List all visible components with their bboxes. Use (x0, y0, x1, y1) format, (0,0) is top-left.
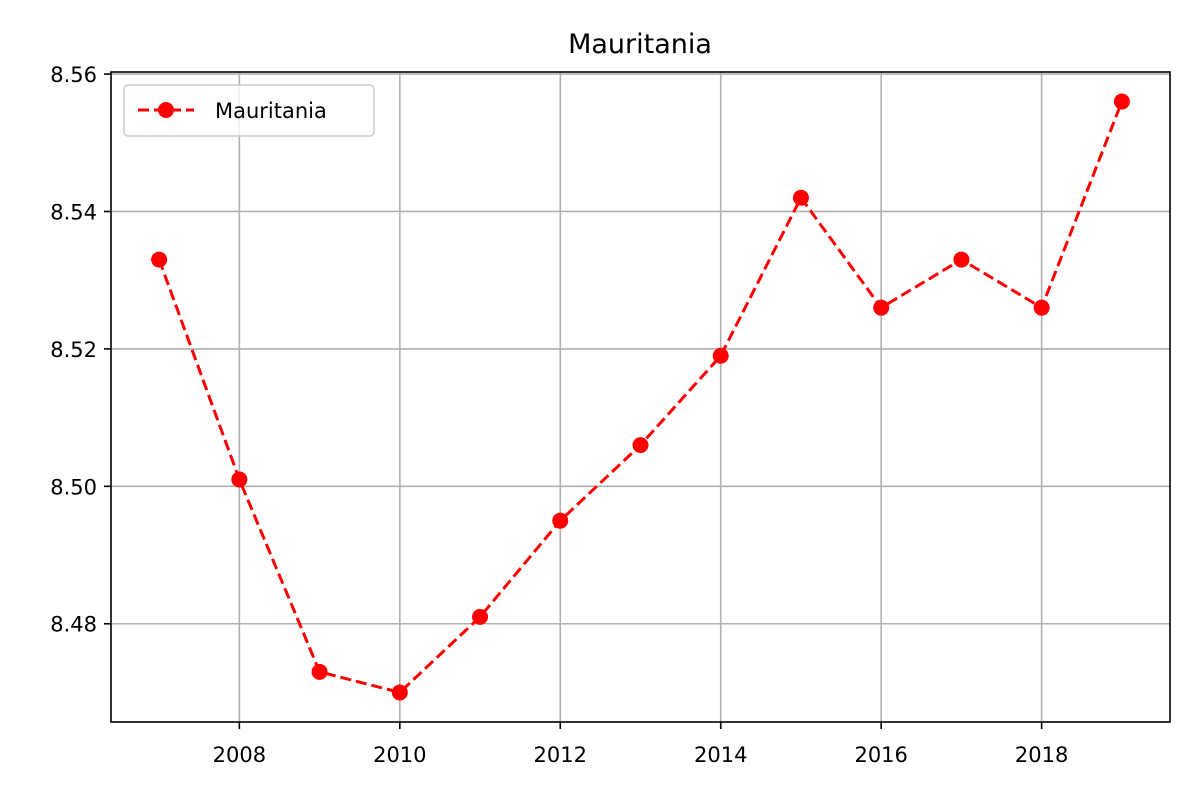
data-point (552, 512, 569, 529)
data-point (231, 471, 248, 488)
y-tick-label: 8.56 (50, 63, 97, 87)
legend-frame (123, 84, 375, 137)
y-tick-label: 8.50 (50, 475, 97, 499)
y-tick-label: 8.54 (50, 200, 97, 224)
data-point (873, 299, 890, 316)
x-tick-label: 2008 (213, 743, 266, 767)
data-point (632, 437, 649, 454)
chart-title: Mauritania (568, 29, 712, 60)
data-point (792, 189, 809, 206)
legend-label: Mauritania (215, 99, 327, 123)
data-point (712, 347, 729, 364)
legend: Mauritania (123, 84, 375, 137)
y-tick-label: 8.52 (50, 338, 97, 362)
data-point (151, 251, 168, 268)
x-tick-label: 2010 (373, 743, 426, 767)
legend-marker-sample (158, 102, 174, 118)
x-tick-label: 2014 (694, 743, 747, 767)
data-point (311, 663, 328, 680)
data-point (391, 684, 408, 701)
y-axis-ticks: 8.48 8.50 8.52 8.54 8.56 (50, 63, 111, 637)
data-point (472, 608, 489, 625)
x-tick-label: 2018 (1015, 743, 1068, 767)
y-tick-label: 8.48 (50, 613, 97, 637)
series-layer (151, 93, 1130, 701)
grid (111, 72, 1170, 722)
data-point (1033, 299, 1050, 316)
x-tick-label: 2016 (854, 743, 907, 767)
data-point (1113, 93, 1130, 110)
data-point (953, 251, 970, 268)
plot-frame (110, 71, 1171, 723)
series-line (157, 101, 1124, 695)
x-axis-ticks: 2008 2010 2012 2014 2016 2018 (213, 722, 1068, 767)
x-tick-label: 2012 (534, 743, 587, 767)
